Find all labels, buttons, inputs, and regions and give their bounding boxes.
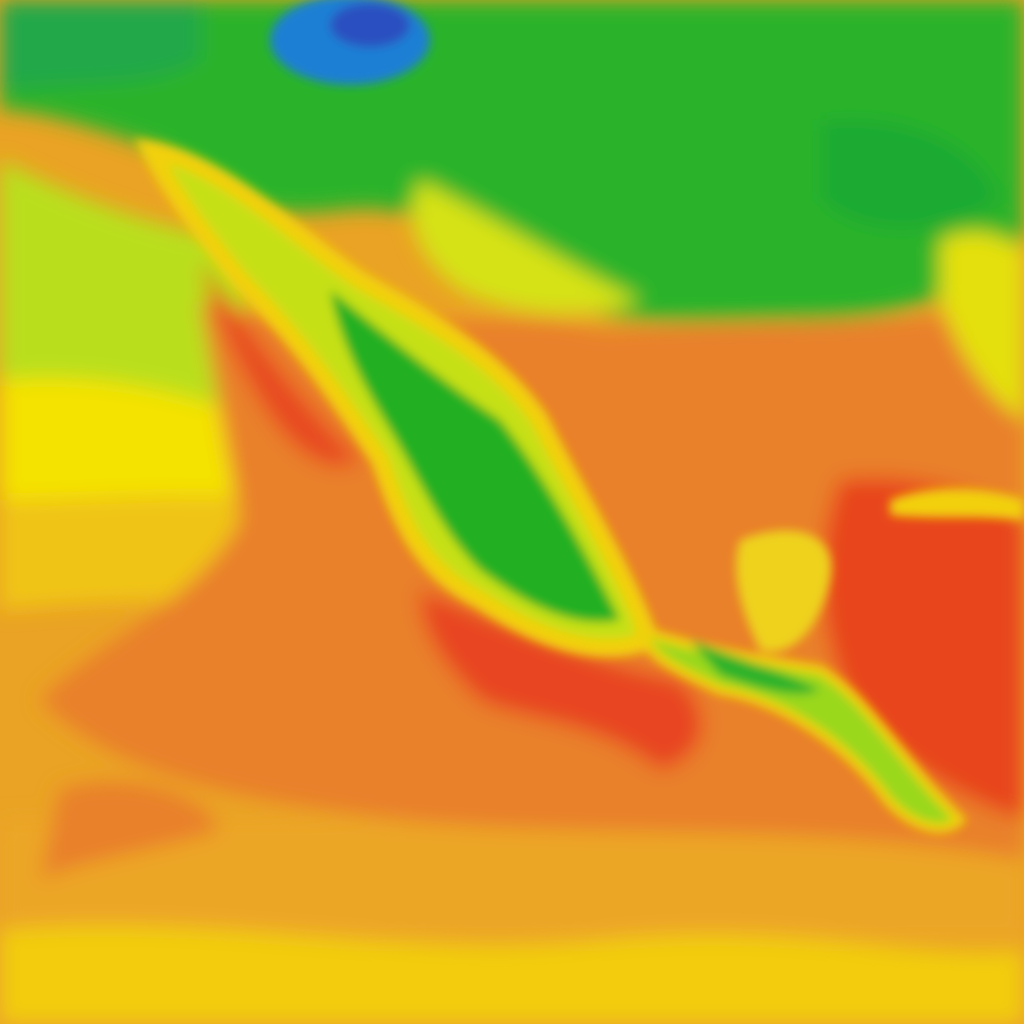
central-america-core (690, 640, 820, 695)
cuba (890, 488, 1024, 520)
highland-core (330, 290, 620, 622)
highlands (134, 0, 1024, 834)
region-red-coast (200, 260, 360, 467)
region-yellowgreen (0, 160, 260, 420)
region-orange-west (40, 782, 220, 880)
region-yellow-plateau (412, 180, 640, 314)
yucatan (736, 530, 832, 652)
region-red-caribbean (822, 478, 1024, 820)
region-green-east (820, 118, 1000, 230)
central-america (632, 622, 968, 834)
region-yellow-east (940, 231, 1024, 420)
band-yellow-south (0, 925, 1024, 1024)
region-darkgreen (0, 0, 200, 90)
region-green-north (0, 0, 1024, 322)
region-red-pacific (420, 590, 702, 770)
region-yellow (0, 377, 280, 500)
cold-core (330, 3, 410, 47)
